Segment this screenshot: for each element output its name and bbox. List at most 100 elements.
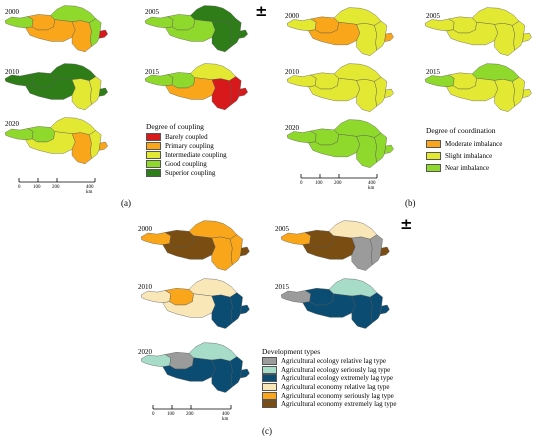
map-b-2005 — [424, 6, 536, 60]
region-tip — [98, 87, 108, 97]
region-se — [211, 358, 233, 393]
region-west — [140, 290, 171, 303]
map-c-2015 — [280, 277, 394, 333]
map-a-2015 — [144, 62, 252, 114]
map-svg — [140, 278, 250, 329]
region-east — [512, 76, 525, 107]
year-label: 2015 — [426, 68, 440, 76]
legend-title: Degree of coordination — [426, 126, 496, 135]
region-east — [229, 76, 242, 105]
year-label: 2010 — [5, 68, 19, 76]
year-label: 2000 — [5, 8, 19, 16]
map-b-2015 — [424, 62, 536, 116]
legend-swatch — [146, 141, 161, 150]
scale-label: 100 — [33, 185, 41, 190]
map-svg — [280, 220, 390, 271]
panel-label: (c) — [262, 426, 272, 436]
region-east — [374, 132, 387, 163]
region-se — [211, 236, 233, 271]
region-east — [229, 18, 242, 47]
legend-swatch — [262, 374, 277, 383]
region-se — [211, 20, 232, 53]
map-a-2000 — [4, 4, 112, 56]
scale-label: 400 km — [86, 185, 94, 195]
region-tip — [384, 32, 394, 42]
year-label: 2015 — [145, 68, 159, 76]
legend-swatch — [262, 383, 277, 392]
scale-bar: 0 100 200 400 km — [152, 403, 232, 422]
region-east — [369, 234, 383, 266]
region-east — [89, 18, 102, 47]
region-tip — [238, 29, 248, 39]
region-west — [4, 16, 34, 29]
legend-swatch — [146, 132, 161, 141]
year-label: 2020 — [285, 124, 299, 132]
region-east — [229, 356, 243, 388]
map-svg — [4, 5, 108, 53]
region-se — [211, 294, 233, 329]
legend-swatch — [262, 365, 277, 374]
region-tip — [98, 29, 108, 39]
map-b-2000 — [286, 6, 398, 60]
map-svg — [144, 63, 248, 111]
region-west — [280, 232, 311, 245]
legend-item: Good coupling — [146, 159, 227, 168]
legend-swatch — [146, 168, 161, 177]
region-tip — [522, 88, 532, 98]
legend-item: Agricultural ecology extremely lag type — [262, 374, 396, 383]
legend-item: Near imbalance — [426, 162, 502, 174]
region-west — [144, 16, 174, 29]
region-se — [71, 132, 92, 165]
region-east — [89, 130, 102, 159]
legend-swatch — [146, 150, 161, 159]
legend-item: Moderate imbalance — [426, 138, 502, 150]
map-a-2020 — [4, 116, 112, 168]
region-tip — [98, 141, 108, 151]
scale-label: 100 — [315, 181, 323, 186]
scale-label: 0 — [300, 181, 303, 186]
legend-swatch — [262, 400, 277, 409]
region-east — [369, 292, 383, 324]
legend-item: Agricultural ecology seriously lag type — [262, 365, 396, 375]
region-se — [71, 78, 92, 111]
north-arrow-icon: ± — [255, 2, 268, 20]
scale-label: 200 — [186, 412, 194, 417]
legend-development-types: Development types Agricultural ecology r… — [262, 347, 396, 409]
map-svg — [286, 7, 394, 56]
year-label: 2010 — [138, 283, 152, 291]
region-se — [351, 236, 373, 271]
scale-label: 400 km — [368, 181, 376, 191]
map-svg — [286, 63, 394, 112]
scale-label: 0 — [152, 412, 155, 417]
panel-c-development-types: 2000 2005 2010 2015 2020 ± Development t… — [130, 213, 420, 440]
year-label: 2005 — [145, 8, 159, 16]
north-arrow-icon: ± — [400, 215, 413, 233]
legend-item: Agricultural ecology relative lag type — [262, 357, 396, 366]
legend-title: Development types — [262, 347, 321, 356]
panel-a-coupling: 2000 2005 2010 2015 2020 ± Degree of cou… — [0, 0, 272, 212]
region-se — [356, 135, 377, 168]
region-tip — [380, 304, 390, 315]
region-se — [494, 79, 515, 112]
legend-swatch — [426, 164, 441, 172]
region-se — [71, 20, 92, 53]
map-svg — [140, 220, 250, 271]
map-a-2005 — [144, 4, 252, 56]
scale-label: 200 — [334, 181, 342, 186]
region-east — [374, 76, 387, 107]
region-east — [229, 292, 243, 324]
region-se — [356, 23, 377, 56]
scale-label: 200 — [52, 185, 60, 190]
year-label: 2010 — [285, 68, 299, 76]
map-c-2020 — [140, 341, 254, 397]
region-west — [140, 232, 171, 245]
map-svg — [140, 342, 250, 393]
legend-swatch — [262, 391, 277, 400]
region-west — [4, 128, 34, 141]
legend-coupling: Degree of coupling Barely coupled Primar… — [146, 122, 227, 177]
map-c-2010 — [140, 277, 254, 333]
scale-bar: 0 100 200 400 km — [18, 176, 96, 195]
legend-item: Agricultural economy relative lag type — [262, 383, 396, 392]
region-west — [140, 354, 171, 367]
region-west — [280, 290, 311, 303]
